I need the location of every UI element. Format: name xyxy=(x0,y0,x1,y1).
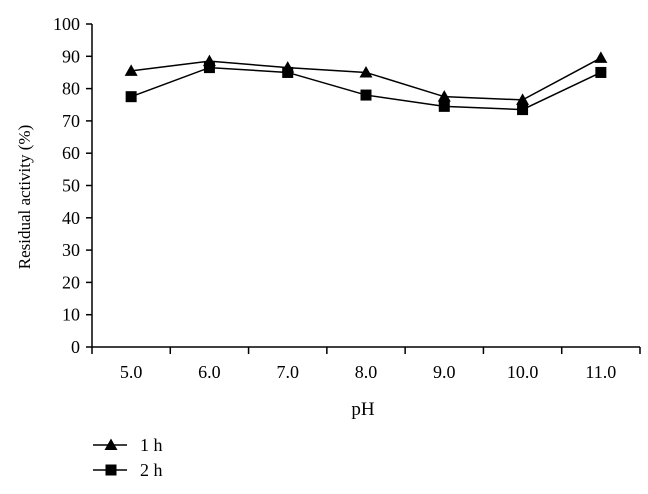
y-tick-label: 100 xyxy=(53,14,80,34)
data-point xyxy=(516,93,530,105)
y-tick-label: 50 xyxy=(62,176,80,196)
x-tick-label: 5.0 xyxy=(120,362,143,382)
data-point xyxy=(438,100,450,112)
legend-label: 1 h xyxy=(140,435,163,455)
legend: 1 h2 h xyxy=(93,435,163,480)
x-tick-label: 6.0 xyxy=(198,362,221,382)
legend-item: 2 h xyxy=(93,460,163,480)
series-layer xyxy=(124,51,608,116)
data-point xyxy=(437,90,451,102)
data-point xyxy=(124,64,138,76)
x-tick-label: 8.0 xyxy=(355,362,378,382)
data-point xyxy=(517,104,529,116)
data-point xyxy=(203,62,215,74)
legend-marker xyxy=(104,438,118,450)
y-tick-label: 20 xyxy=(62,272,80,292)
legend-marker xyxy=(105,464,117,476)
y-tick-label: 90 xyxy=(62,46,80,66)
x-tick-label: 9.0 xyxy=(433,362,456,382)
data-point xyxy=(359,65,373,78)
y-tick-label: 70 xyxy=(62,111,80,131)
y-tick-label: 60 xyxy=(62,143,80,163)
legend-item: 1 h xyxy=(93,435,163,455)
y-tick-label: 0 xyxy=(71,337,80,357)
data-point xyxy=(594,51,608,63)
legend-label: 2 h xyxy=(140,460,163,480)
data-point xyxy=(125,91,137,103)
x-ticks: 5.0 6.0 7.0 8.0 9.0 10.0 11.0 xyxy=(91,347,641,382)
y-tick-label: 40 xyxy=(62,208,80,228)
x-axis-label: pH xyxy=(351,399,375,420)
y-ticks: 0 10 20 30 40 50 60 70 80 90 100 xyxy=(53,14,92,357)
y-tick-label: 80 xyxy=(62,79,80,99)
data-point xyxy=(282,66,294,78)
data-point xyxy=(595,66,607,78)
y-axis-label: Residual activity (%) xyxy=(15,125,34,269)
x-tick-label: 11.0 xyxy=(585,362,616,382)
data-point xyxy=(360,89,372,101)
x-tick-label: 7.0 xyxy=(276,362,299,382)
x-tick-label: 10.0 xyxy=(507,362,539,382)
y-tick-label: 30 xyxy=(62,240,80,260)
y-tick-label: 10 xyxy=(62,305,80,325)
series-2 xyxy=(125,62,607,116)
